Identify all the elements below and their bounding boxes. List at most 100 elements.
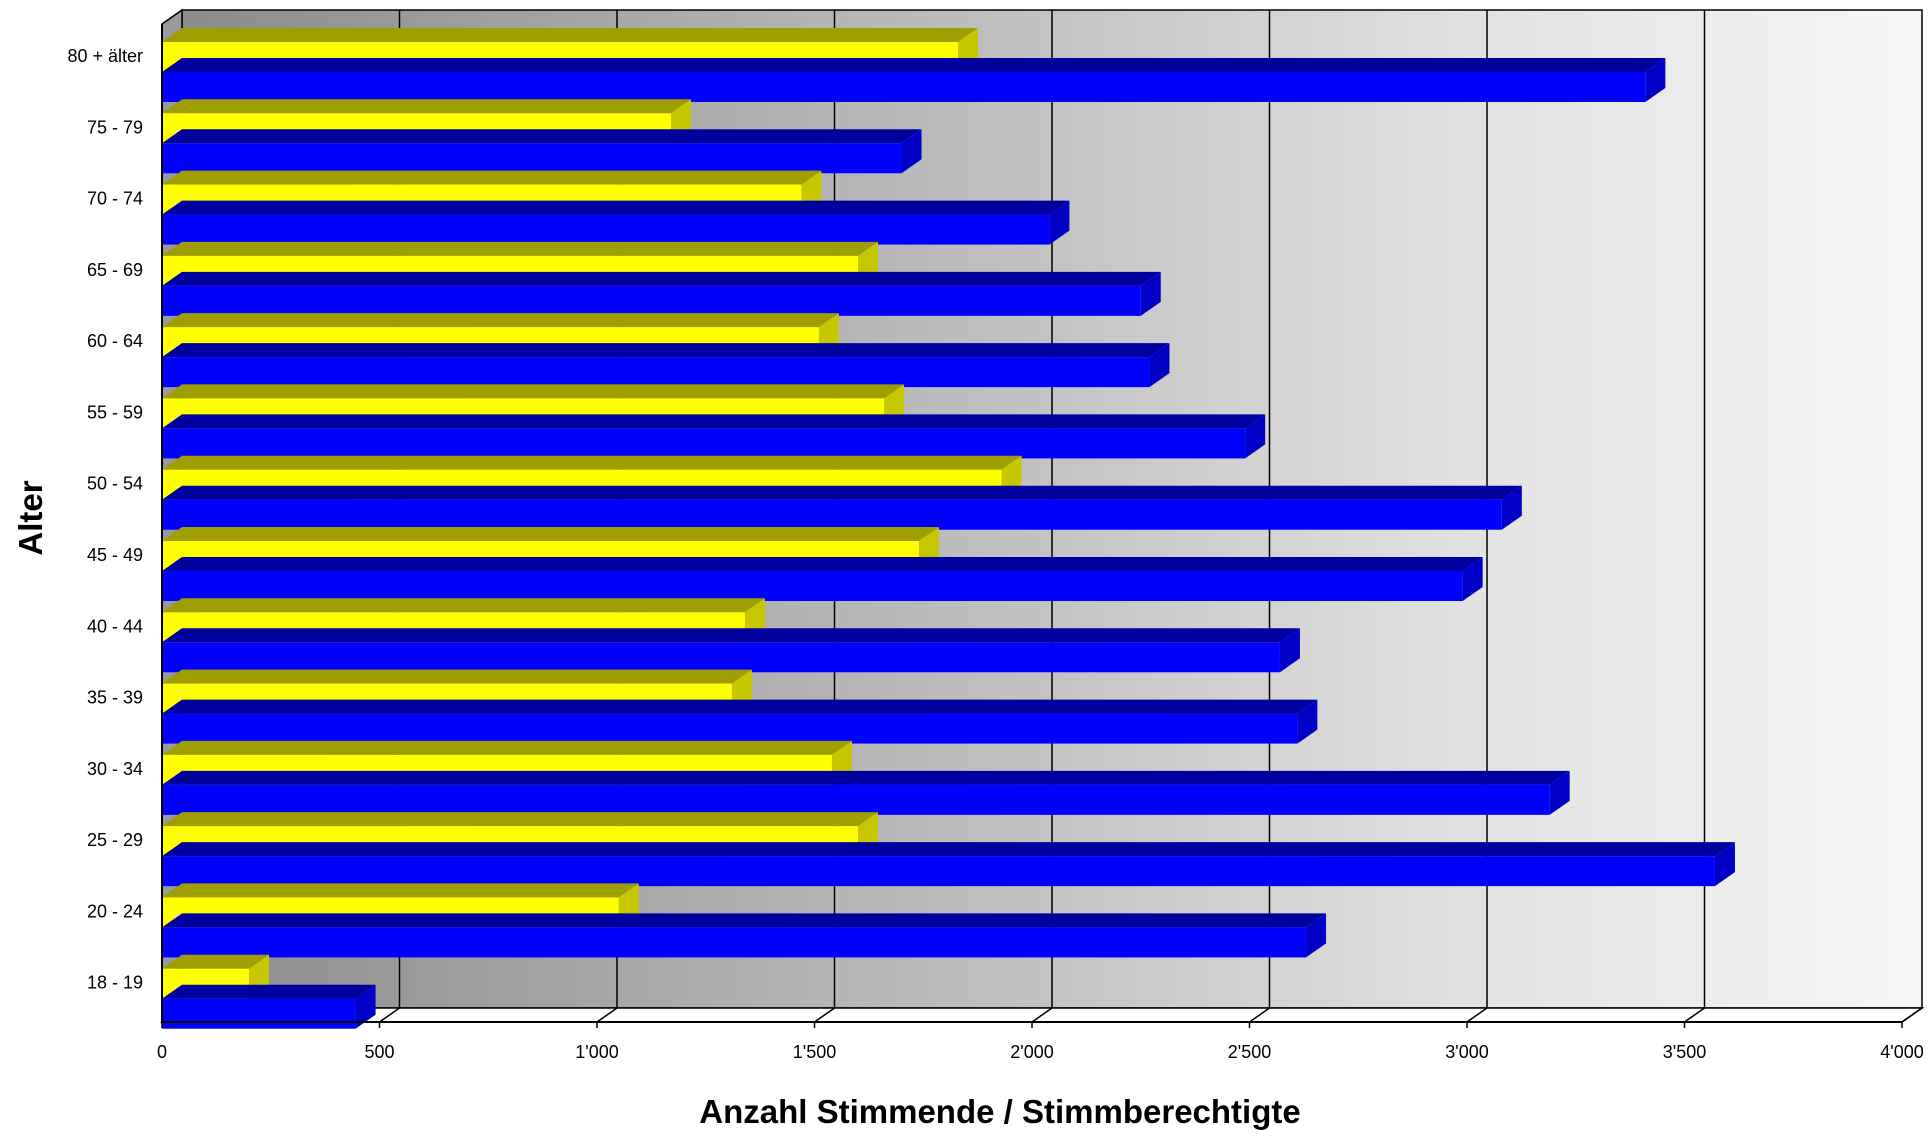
bar (162, 770, 1570, 815)
bar-top-face (162, 129, 922, 144)
bar-top-face (162, 313, 839, 328)
bar (162, 842, 1735, 887)
bar-front-face (162, 642, 1280, 673)
bar (162, 628, 1300, 673)
bar-front-face (162, 856, 1715, 887)
x-gridline-floor (1684, 1007, 1705, 1023)
bar-top-face (162, 740, 852, 755)
bar-top-face (162, 455, 1022, 470)
bar-front-face (162, 571, 1463, 601)
bar (162, 271, 1161, 316)
x-gridline-floor (1031, 1007, 1053, 1023)
bar (162, 58, 1666, 102)
bar-top-face (162, 883, 639, 898)
bar-top-face (162, 485, 1522, 500)
y-category-label: 75 - 79 (87, 117, 143, 137)
bar-front-face (162, 357, 1150, 388)
bar-front-face (162, 499, 1502, 530)
x-tick-label: 500 (364, 1042, 394, 1062)
bar-top-face (162, 699, 1318, 714)
x-tick-label: 3'000 (1445, 1042, 1488, 1062)
bar-side-face (1306, 913, 1327, 958)
y-category-label: 20 - 24 (87, 901, 143, 921)
bar-side-face (1462, 557, 1483, 601)
bar-side-face (1149, 343, 1170, 388)
bar-side-face (1140, 271, 1161, 316)
y-axis-title: Alter (12, 480, 49, 555)
x-tick-label: 2'500 (1228, 1042, 1271, 1062)
bar-side-face (355, 984, 376, 1029)
bar (162, 343, 1170, 388)
bar-side-face (1549, 770, 1570, 815)
y-category-label: 45 - 49 (87, 545, 143, 565)
x-tick-label: 4'000 (1880, 1042, 1923, 1062)
bar-top-face (162, 200, 1070, 215)
x-axis-title: Anzahl Stimmende / Stimmberechtigte (699, 1093, 1300, 1130)
bar-front-face (162, 285, 1141, 316)
bar-top-face (162, 669, 752, 684)
bar-top-face (162, 984, 376, 999)
x-gridline-floor (596, 1007, 618, 1023)
y-category-label: 70 - 74 (87, 189, 143, 209)
bar-top-face (162, 384, 905, 399)
bar-side-face (1645, 58, 1666, 102)
x-gridline-floor (814, 1007, 835, 1023)
bar-top-face (162, 527, 939, 541)
bar-top-face (162, 812, 878, 827)
x-gridline-floor (1901, 1007, 1923, 1023)
x-gridline-floor (1249, 1007, 1270, 1023)
bar-front-face (162, 713, 1298, 744)
bar-front-face (162, 784, 1550, 815)
bar-top-face (162, 557, 1483, 571)
bar-top-face (162, 99, 691, 114)
x-gridline-floor (379, 1007, 400, 1023)
bar-top-face (162, 170, 822, 185)
bar-top-face (162, 271, 1161, 286)
bar-front-face (162, 428, 1246, 459)
y-category-label: 18 - 19 (87, 973, 143, 993)
y-category-label: 50 - 54 (87, 474, 143, 494)
bar-front-face (162, 143, 902, 174)
y-category-label: 25 - 29 (87, 830, 143, 850)
bar-top-face (162, 770, 1570, 785)
bar-side-face (1279, 628, 1300, 673)
bar-top-face (162, 414, 1266, 429)
bar-top-face (162, 241, 878, 256)
y-category-label: 35 - 39 (87, 688, 143, 708)
bar-top-face (162, 28, 979, 42)
bar-side-face (1245, 414, 1266, 459)
y-category-label: 30 - 34 (87, 759, 143, 779)
bar-top-face (162, 343, 1170, 358)
bar (162, 557, 1483, 601)
bar-front-face (162, 72, 1646, 102)
bar-front-face (162, 214, 1050, 245)
y-category-label: 55 - 59 (87, 402, 143, 422)
bar-top-face (162, 913, 1327, 928)
x-tick-label: 3'500 (1663, 1042, 1706, 1062)
bar-side-face (1297, 699, 1318, 744)
bar (162, 485, 1522, 530)
bar (162, 699, 1318, 744)
y-category-label: 40 - 44 (87, 616, 143, 636)
y-category-label: 80 + älter (67, 46, 143, 66)
bar (162, 984, 376, 1029)
x-tick-label: 0 (157, 1042, 167, 1062)
bar-side-face (1501, 485, 1522, 530)
bar (162, 414, 1266, 459)
x-tick-label: 1'000 (575, 1042, 618, 1062)
y-category-label: 65 - 69 (87, 260, 143, 280)
bar-top-face (162, 842, 1735, 857)
bar (162, 200, 1070, 245)
bar-top-face (162, 628, 1300, 643)
bar-top-face (162, 58, 1666, 72)
bar-front-face (162, 998, 356, 1029)
bar-top-face (162, 954, 269, 969)
bar-side-face (1714, 842, 1735, 887)
bar (162, 129, 922, 174)
x-gridline-floor (1466, 1007, 1488, 1023)
bar (162, 913, 1327, 958)
bar-side-face (901, 129, 922, 174)
bar-front-face (162, 927, 1307, 958)
bar-top-face (162, 598, 765, 613)
